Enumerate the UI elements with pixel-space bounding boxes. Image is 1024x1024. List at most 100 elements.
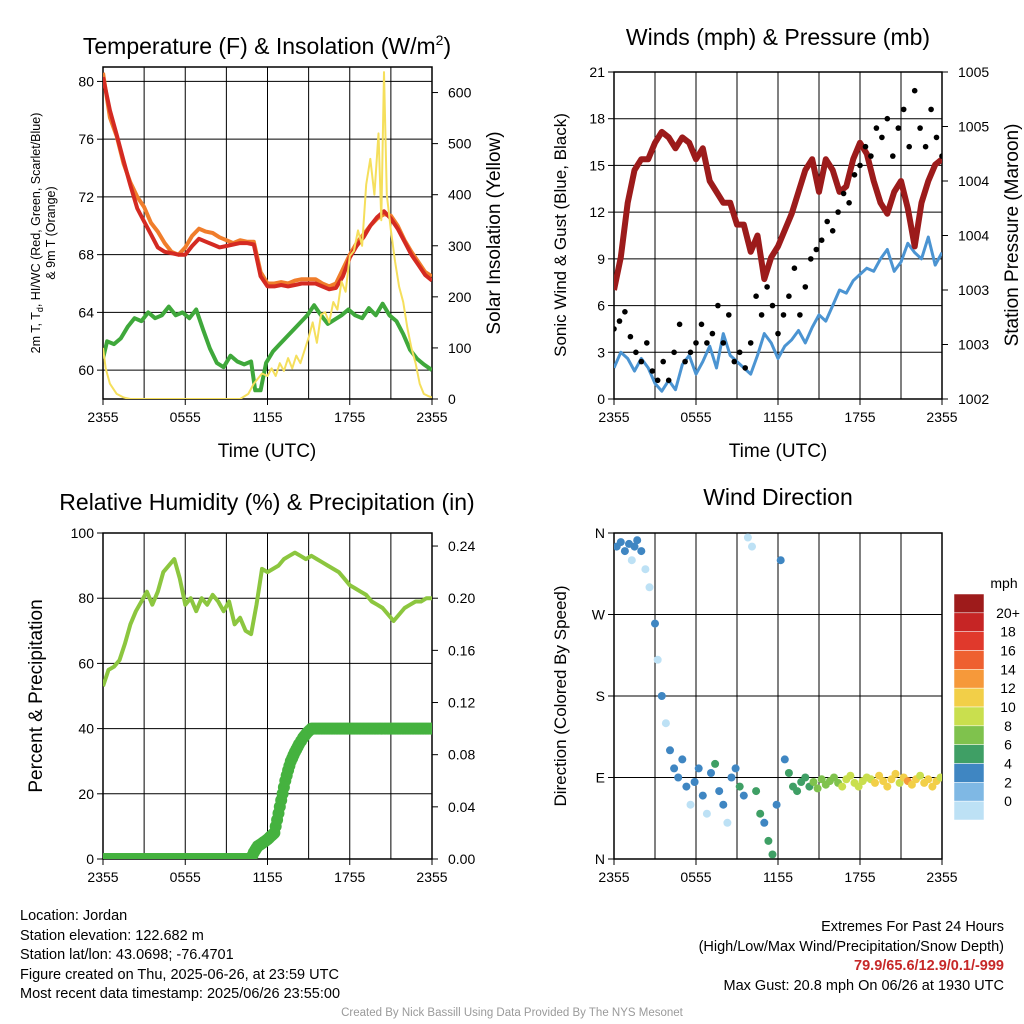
winds-ytick-label-left: 21	[589, 64, 605, 80]
winds-ytick-label-right: 1003	[958, 337, 989, 353]
direction-frame	[613, 532, 943, 860]
temperature-ylabel-right: Solar Insolation (Yellow)	[484, 131, 505, 334]
winds-gust-point	[687, 349, 694, 356]
temperature-xtick-label: 2355	[416, 409, 447, 425]
winds-gust-point	[840, 190, 847, 197]
direction-direction-point	[651, 619, 659, 628]
winds-gust-point	[835, 209, 841, 215]
direction-direction-point	[801, 773, 810, 782]
direction-direction-point	[690, 778, 699, 786]
direction-direction-point	[854, 782, 863, 791]
colorbar-title: mph	[990, 575, 1017, 591]
direction-direction-point	[793, 787, 802, 796]
winds-ytick-label-right: 1005	[958, 64, 989, 80]
temperature-series-line	[103, 71, 432, 399]
winds-gust-point	[633, 349, 639, 356]
temperature-ytick-label-right: 500	[448, 136, 472, 152]
temperature-ytick-label-right: 300	[448, 238, 472, 254]
direction-direction-point	[731, 764, 740, 773]
direction-direction-point	[723, 818, 732, 827]
humidity-ytick-label-right: 0.16	[448, 642, 475, 658]
winds-gust-point	[698, 321, 705, 328]
direction-direction-point	[627, 556, 636, 565]
winds-gust-point	[720, 340, 727, 346]
winds-gust-point	[780, 312, 787, 318]
humidity-axes	[97, 532, 438, 865]
colorbar-label: 0	[1004, 793, 1012, 809]
winds-gust-point	[900, 106, 907, 113]
temperature-series-line	[103, 301, 432, 393]
direction-xtick-label: 0555	[680, 869, 711, 885]
humidity-ytick-label-right: 0.12	[448, 695, 475, 711]
colorbar-swatch	[953, 800, 985, 821]
winds-gust-point	[895, 125, 902, 131]
winds-ytick-label-left: 0	[597, 391, 605, 407]
temperature-ytick-label-right: 0	[448, 391, 456, 407]
colorbar-swatch	[953, 631, 985, 651]
winds-gust-point	[614, 326, 617, 332]
humidity-series-group	[103, 550, 432, 859]
direction-direction-point	[657, 692, 666, 700]
winds-gust-point	[644, 340, 650, 346]
max-gust-text: Max Gust: 20.8 mph On 06/26 at 1930 UTC	[723, 977, 1004, 994]
temperature-frame	[102, 66, 433, 400]
winds-gust-point	[808, 256, 814, 262]
humidity-ytick-label-right: 0.24	[448, 538, 475, 554]
winds-gust-point	[857, 162, 863, 169]
winds-gust-point	[622, 309, 628, 315]
winds-xtick-label: 0555	[680, 409, 711, 425]
direction-direction-point	[719, 800, 728, 809]
winds-gust-point	[791, 265, 798, 272]
direction-direction-point	[916, 771, 925, 780]
temperature-xtick-label: 2355	[87, 409, 118, 425]
direction-direction-point	[743, 533, 752, 542]
humidity-xtick-label: 1155	[252, 869, 282, 885]
direction-direction-point	[666, 746, 674, 755]
winds-ytick-label-left: 9	[597, 251, 605, 267]
temperature-xtick-label: 1155	[252, 409, 282, 425]
winds-gust-point	[627, 333, 634, 340]
colorbar-label: 20+	[996, 605, 1020, 621]
direction-xtick-label: 2355	[926, 869, 957, 885]
temperature-title: Temperature (F) & Insolation (W/m2)	[83, 32, 451, 59]
humidity-rh-line	[103, 550, 432, 687]
winds-gust-point	[726, 312, 732, 318]
direction-xtick-label: 1155	[763, 869, 793, 885]
direction-ytick-label-left: N	[595, 851, 605, 867]
colorbar-label: 10	[1000, 699, 1016, 715]
winds-gust-point	[846, 200, 852, 206]
winds-gust-point	[736, 349, 743, 356]
humidity-xtick-label: 2355	[87, 869, 118, 885]
direction-direction-point	[772, 800, 781, 809]
direction-xtick-label: 2355	[598, 869, 629, 885]
winds-gust-point	[731, 358, 738, 365]
direction-axes	[608, 532, 943, 865]
direction-direction-point	[879, 777, 888, 786]
winds-ytick-label-right: 1004	[958, 173, 989, 189]
direction-ytick-label-left: W	[592, 607, 606, 623]
winds-gust-point	[890, 153, 896, 159]
winds-gust-point	[693, 340, 699, 346]
colorbar-label: 8	[1004, 718, 1012, 734]
winds-ytick-label-right: 1003	[958, 282, 989, 298]
location-text: Location: Jordan	[20, 908, 128, 924]
winds-gust-point	[829, 228, 836, 234]
winds-gust-point	[818, 237, 825, 243]
winds-gust-point	[873, 125, 880, 131]
humidity-frame	[102, 532, 433, 860]
direction-direction-point	[871, 778, 879, 787]
winds-gust-point	[676, 321, 683, 328]
winds-gust-point	[797, 312, 803, 318]
colorbar-label: 16	[1000, 643, 1016, 659]
winds-gust-point	[884, 115, 891, 122]
winds-ylabel-left: Sonic Wind & Gust (Blue, Black)	[551, 113, 570, 357]
direction-direction-point	[838, 782, 847, 791]
direction-series-group	[614, 533, 942, 859]
temperature-xtick-label: 0555	[170, 409, 201, 425]
humidity-ytick-label-left: 60	[78, 655, 94, 671]
humidity-xtick-label: 2355	[416, 869, 447, 885]
winds-ytick-label-right: 1004	[958, 228, 989, 244]
winds-xlabel: Time (UTC)	[729, 441, 828, 462]
humidity-ytick-label-right: 0.04	[448, 799, 475, 815]
direction-direction-point	[641, 565, 650, 574]
